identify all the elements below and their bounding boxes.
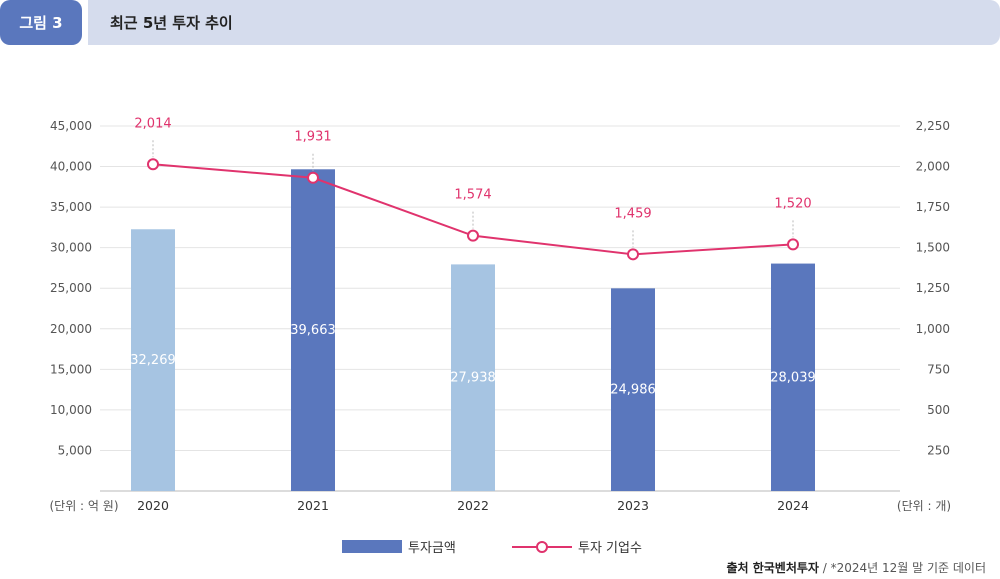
legend-line-label: 투자 기업수 xyxy=(578,541,642,556)
line-value-label: 1,459 xyxy=(614,206,651,221)
line-value-labels: 2,014 1,931 1,574 1,459 1,520 xyxy=(134,116,811,221)
right-tick-label: 2,250 xyxy=(916,119,950,133)
bar xyxy=(131,229,175,491)
gridlines xyxy=(100,125,900,492)
line-point xyxy=(307,171,319,184)
line-value-label: 1,520 xyxy=(774,196,811,211)
line-value-label: 2,014 xyxy=(134,116,171,131)
line-point xyxy=(467,229,479,242)
bar-series xyxy=(131,169,815,491)
line-point xyxy=(787,238,799,251)
right-tick-label: 500 xyxy=(927,403,950,417)
bar-value-label: 32,269 xyxy=(130,353,176,368)
line-series xyxy=(147,158,799,261)
bar-value-label: 24,986 xyxy=(610,383,656,398)
category-labels: 2020 2021 2022 2023 2024 xyxy=(137,498,809,513)
source-label: 출처 한국벤처투자 xyxy=(726,561,819,575)
line-value-label: 1,931 xyxy=(294,130,331,145)
right-axis-unit: (단위 : 개) xyxy=(897,499,951,513)
line-point xyxy=(627,248,639,261)
title-bar: 최근 5년 투자 추이 xyxy=(88,0,1000,45)
category-label: 2021 xyxy=(297,498,329,513)
legend: 투자금액 투자 기업수 xyxy=(0,537,1000,559)
left-tick-label: 40,000 xyxy=(50,160,92,174)
line-value-label: 1,574 xyxy=(454,188,491,203)
left-tick-label: 25,000 xyxy=(50,281,92,295)
category-label: 2020 xyxy=(137,498,169,513)
left-tick-label: 15,000 xyxy=(50,362,92,376)
left-tick-label: 45,000 xyxy=(50,119,92,133)
right-tick-label: 1,500 xyxy=(916,241,950,255)
line-label-leaders xyxy=(152,140,794,248)
bar-value-labels: 32,269 39,663 27,938 24,986 28,039 xyxy=(130,323,816,398)
left-axis-ticks: 5,000 10,000 15,000 20,000 25,000 30,000 35,00… xyxy=(50,119,92,457)
bar xyxy=(611,288,655,491)
legend-item-line: 투자 기업수 xyxy=(512,537,642,556)
category-label: 2024 xyxy=(777,498,809,513)
bar xyxy=(451,264,495,491)
right-tick-label: 1,000 xyxy=(916,322,950,336)
left-tick-label: 35,000 xyxy=(50,200,92,214)
legend-item-bar: 투자금액 xyxy=(342,537,456,556)
bar xyxy=(771,263,815,491)
category-label: 2022 xyxy=(457,498,489,513)
bar-value-label: 27,938 xyxy=(450,371,496,386)
right-tick-label: 750 xyxy=(927,362,950,376)
right-tick-label: 1,750 xyxy=(916,200,950,214)
figure-header: 그림 3 최근 5년 투자 추이 xyxy=(0,0,1000,45)
legend-bar-swatch xyxy=(342,540,402,553)
left-tick-label: 30,000 xyxy=(50,241,92,255)
left-tick-label: 10,000 xyxy=(50,403,92,417)
left-axis-unit: (단위 : 억 원) xyxy=(49,499,118,513)
legend-bar-label: 투자금액 xyxy=(408,541,456,556)
bar-value-label: 28,039 xyxy=(770,370,816,385)
source-footnote: / *2024년 12월 말 기준 데이터 xyxy=(818,561,986,575)
category-label: 2023 xyxy=(617,498,649,513)
bar xyxy=(291,169,335,491)
line-point xyxy=(147,158,159,171)
left-tick-label: 20,000 xyxy=(50,322,92,336)
right-tick-label: 250 xyxy=(927,443,950,457)
left-tick-label: 5,000 xyxy=(58,443,92,457)
right-axis-ticks: 250 500 750 1,000 1,250 1,500 1,750 2,000 2,250 xyxy=(916,119,950,457)
source-note: 출처 한국벤처투자 / *2024년 12월 말 기준 데이터 xyxy=(726,559,986,576)
chart-title: 최근 5년 투자 추이 xyxy=(110,14,233,32)
right-tick-label: 1,250 xyxy=(916,281,950,295)
legend-line-swatch xyxy=(512,540,572,553)
bar-value-label: 39,663 xyxy=(290,323,336,338)
right-tick-label: 2,000 xyxy=(916,160,950,174)
figure-number-badge: 그림 3 xyxy=(0,0,82,45)
